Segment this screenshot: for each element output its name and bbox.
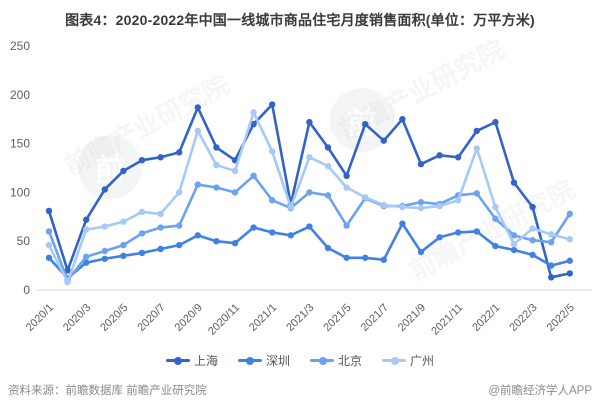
svg-text:2022/5: 2022/5 (545, 302, 577, 334)
legend-line-dot-icon (165, 356, 190, 365)
svg-text:200: 200 (10, 88, 30, 102)
svg-text:2022/1: 2022/1 (470, 302, 502, 334)
chart-legend: 上海 深圳 北京 广州 (0, 352, 600, 369)
svg-text:2021/11: 2021/11 (429, 302, 465, 338)
legend-label: 深圳 (265, 354, 290, 368)
svg-text:2020/11: 2020/11 (206, 302, 242, 338)
svg-text:50: 50 (17, 234, 31, 248)
footer: 资料来源：前瞻数据库 前瞻产业研究院 @前瞻经济学人APP (8, 382, 592, 398)
legend-label: 上海 (193, 354, 218, 368)
svg-text:2021/7: 2021/7 (359, 302, 391, 334)
svg-text:2022/3: 2022/3 (507, 302, 539, 334)
legend-item-shanghai[interactable]: 上海 (165, 352, 218, 369)
svg-text:2021/1: 2021/1 (247, 302, 279, 334)
legend-line-dot-icon (310, 356, 334, 365)
svg-text:0: 0 (23, 283, 30, 297)
svg-text:2021/5: 2021/5 (321, 302, 353, 334)
svg-text:100: 100 (10, 185, 30, 199)
svg-text:2020/1: 2020/1 (24, 302, 56, 334)
svg-text:2020/5: 2020/5 (98, 302, 130, 334)
brand-credit-text: @前瞻经济学人APP (488, 385, 592, 397)
legend-line-dot-icon (237, 356, 262, 365)
legend-item-shenzhen[interactable]: 深圳 (237, 352, 290, 369)
svg-text:2021/3: 2021/3 (284, 302, 316, 334)
legend-item-guangzhou[interactable]: 广州 (382, 352, 434, 369)
data-source-text: 资料来源：前瞻数据库 前瞻产业研究院 (8, 385, 207, 397)
svg-text:150: 150 (10, 137, 30, 151)
legend-label: 北京 (338, 354, 363, 368)
legend-label: 广州 (410, 354, 435, 368)
svg-text:2020/9: 2020/9 (173, 302, 205, 334)
legend-line-dot-icon (382, 356, 407, 365)
svg-text:2020/7: 2020/7 (135, 302, 167, 334)
svg-text:2021/9: 2021/9 (396, 302, 428, 334)
legend-item-beijing[interactable]: 北京 (310, 352, 362, 369)
svg-text:2020/3: 2020/3 (61, 302, 93, 334)
svg-text:250: 250 (10, 39, 30, 53)
chart-title: 图表4：2020-2022年中国一线城市商品住宅月度销售面积(单位：万平方米) (65, 12, 535, 28)
